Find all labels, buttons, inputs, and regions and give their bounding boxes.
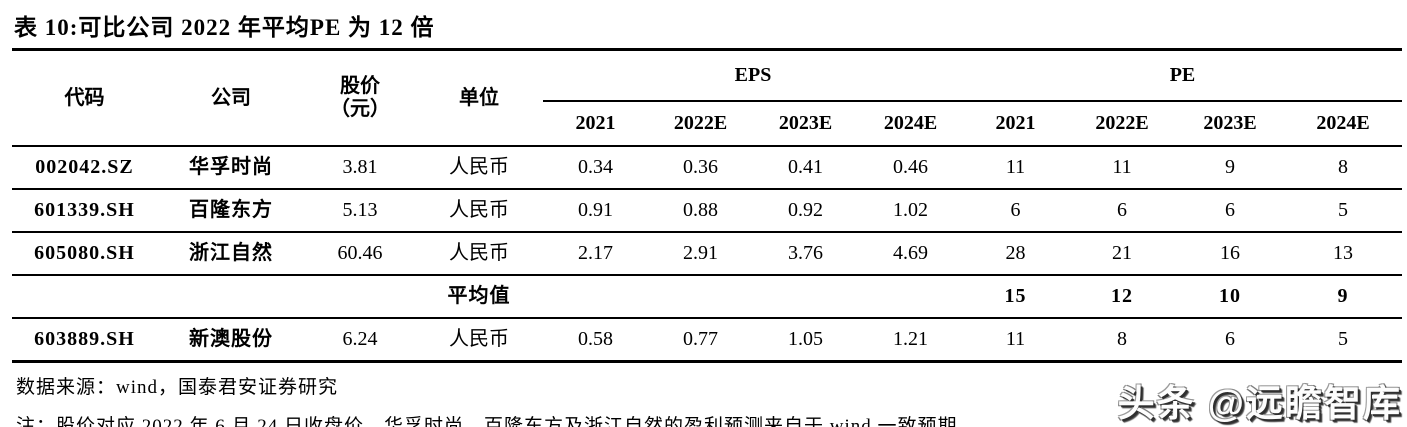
cell-eps-2022e: 2.91 <box>648 232 753 276</box>
cell-pe-2023e: 9 <box>1176 146 1284 190</box>
header-price-line2: （元） <box>330 98 390 120</box>
data-source-text: 数据来源：wind，国泰君安证券研究 <box>16 376 339 398</box>
cell-unit: 人民币 <box>415 232 543 276</box>
header-pe-2021: 2021 <box>963 101 1068 147</box>
cell-eps-2023e: 0.92 <box>753 189 858 233</box>
cell-company: 新澳股份 <box>157 318 305 363</box>
cell-pe-2021: 11 <box>963 146 1068 190</box>
cell-eps-2024e: 4.69 <box>858 232 963 276</box>
cell-pe-2024e: 8 <box>1284 146 1402 190</box>
cell-company: 百隆东方 <box>157 189 305 233</box>
cell-pe-2023e: 16 <box>1176 232 1284 276</box>
header-eps-2022e: 2022E <box>648 101 753 147</box>
header-pe-group: PE <box>963 51 1402 102</box>
cell-price: 60.46 <box>305 232 415 276</box>
comparable-companies-table: 代码 公司 股价 （元） 单位 EPS PE 2021 2022E 2023E … <box>12 51 1402 363</box>
cell-pe-2022e: 11 <box>1068 146 1176 190</box>
cell-pe-2023e: 6 <box>1176 318 1284 363</box>
cell-average-label: 平均值 <box>415 275 543 319</box>
cell-company: 浙江自然 <box>157 232 305 276</box>
cell-eps-2024e <box>858 275 963 319</box>
cell-price: 5.13 <box>305 189 415 233</box>
cell-pe-2021: 6 <box>963 189 1068 233</box>
table-row-xinao: 603889.SH 新澳股份 6.24 人民币 0.58 0.77 1.05 1… <box>12 318 1402 363</box>
cell-pe-2021: 15 <box>963 275 1068 319</box>
cell-eps-2022e <box>648 275 753 319</box>
cell-code: 601339.SH <box>12 189 157 233</box>
table-row-zhejiang: 605080.SH 浙江自然 60.46 人民币 2.17 2.91 3.76 … <box>12 232 1402 276</box>
cell-eps-2023e: 1.05 <box>753 318 858 363</box>
cell-eps-2024e: 0.46 <box>858 146 963 190</box>
cell-code: 603889.SH <box>12 318 157 363</box>
header-eps-2021: 2021 <box>543 101 648 147</box>
cell-pe-2021: 28 <box>963 232 1068 276</box>
header-pe-2024e: 2024E <box>1284 101 1402 147</box>
cell-eps-2023e: 3.76 <box>753 232 858 276</box>
header-pe-2023e: 2023E <box>1176 101 1284 147</box>
cell-pe-2024e: 5 <box>1284 189 1402 233</box>
header-company: 公司 <box>157 51 305 147</box>
cell-unit: 人民币 <box>415 189 543 233</box>
cell-pe-2021: 11 <box>963 318 1068 363</box>
cell-pe-2022e: 8 <box>1068 318 1176 363</box>
table-row-huafu: 002042.SZ 华孚时尚 3.81 人民币 0.34 0.36 0.41 0… <box>12 146 1402 190</box>
cell-price <box>305 275 415 319</box>
watermark-toutiao: 头条 @远瞻智库 <box>1117 383 1402 424</box>
cell-pe-2022e: 21 <box>1068 232 1176 276</box>
cell-pe-2023e: 6 <box>1176 189 1284 233</box>
footnote-text: 注：股价对应 2022 年 6 月 24 日收盘价，华孚时尚、百隆东方及浙江自然… <box>16 415 958 427</box>
cell-eps-2021 <box>543 275 648 319</box>
cell-pe-2023e: 10 <box>1176 275 1284 319</box>
cell-code: 002042.SZ <box>12 146 157 190</box>
cell-eps-2021: 2.17 <box>543 232 648 276</box>
cell-pe-2024e: 13 <box>1284 232 1402 276</box>
cell-eps-2024e: 1.21 <box>858 318 963 363</box>
header-code: 代码 <box>12 51 157 147</box>
header-eps-2024e: 2024E <box>858 101 963 147</box>
cell-unit: 人民币 <box>415 146 543 190</box>
header-price-line1: 股价 <box>340 75 380 97</box>
cell-eps-2024e: 1.02 <box>858 189 963 233</box>
cell-pe-2022e: 6 <box>1068 189 1176 233</box>
header-unit: 单位 <box>415 51 543 147</box>
cell-pe-2024e: 5 <box>1284 318 1402 363</box>
cell-pe-2024e: 9 <box>1284 275 1402 319</box>
cell-eps-2023e <box>753 275 858 319</box>
cell-eps-2021: 0.91 <box>543 189 648 233</box>
table-row-average: 平均值 15 12 10 9 <box>12 275 1402 319</box>
cell-company <box>157 275 305 319</box>
cell-code <box>12 275 157 319</box>
cell-eps-2021: 0.34 <box>543 146 648 190</box>
header-pe-2022e: 2022E <box>1068 101 1176 147</box>
header-eps-group: EPS <box>543 51 963 102</box>
table-body: 002042.SZ 华孚时尚 3.81 人民币 0.34 0.36 0.41 0… <box>12 146 1402 363</box>
cell-eps-2023e: 0.41 <box>753 146 858 190</box>
cell-eps-2022e: 0.36 <box>648 146 753 190</box>
table-row-bailong: 601339.SH 百隆东方 5.13 人民币 0.91 0.88 0.92 1… <box>12 189 1402 233</box>
header-year-row: 2021 2022E 2023E 2024E 2021 2022E 2023E … <box>12 101 1402 147</box>
cell-code: 605080.SH <box>12 232 157 276</box>
cell-price: 3.81 <box>305 146 415 190</box>
cell-unit: 人民币 <box>415 318 543 363</box>
cell-eps-2022e: 0.88 <box>648 189 753 233</box>
cell-pe-2022e: 12 <box>1068 275 1176 319</box>
header-price: 股价 （元） <box>305 51 415 147</box>
cell-eps-2021: 0.58 <box>543 318 648 363</box>
header-group-row: 代码 公司 股价 （元） 单位 EPS PE <box>12 51 1402 147</box>
cell-company: 华孚时尚 <box>157 146 305 190</box>
table-title: 表 10:可比公司 2022 年平均PE 为 12 倍 <box>12 5 1402 51</box>
header-eps-2023e: 2023E <box>753 101 858 147</box>
cell-price: 6.24 <box>305 318 415 363</box>
cell-eps-2022e: 0.77 <box>648 318 753 363</box>
table-header: 代码 公司 股价 （元） 单位 EPS PE 2021 2022E 2023E … <box>12 51 1402 147</box>
